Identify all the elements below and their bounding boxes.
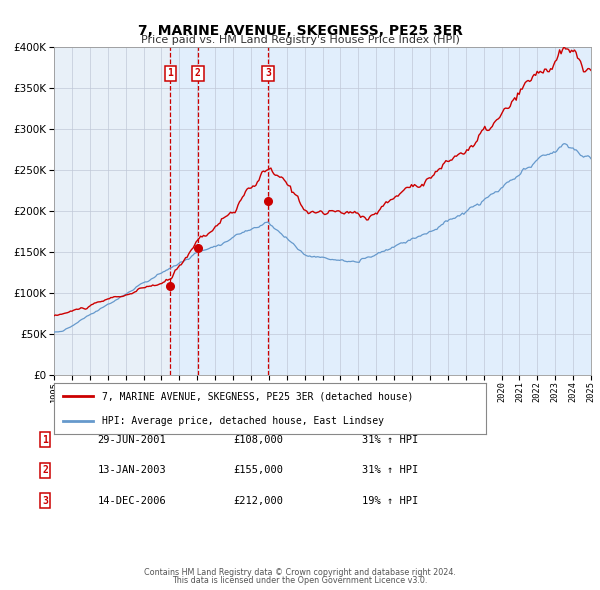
Text: Price paid vs. HM Land Registry's House Price Index (HPI): Price paid vs. HM Land Registry's House …: [140, 35, 460, 45]
Text: Contains HM Land Registry data © Crown copyright and database right 2024.: Contains HM Land Registry data © Crown c…: [144, 568, 456, 577]
Text: 13-JAN-2003: 13-JAN-2003: [98, 466, 166, 475]
Text: 31% ↑ HPI: 31% ↑ HPI: [362, 466, 418, 475]
Text: £108,000: £108,000: [233, 435, 283, 444]
Text: 2: 2: [42, 466, 48, 475]
Text: 1: 1: [167, 68, 173, 78]
Text: 19% ↑ HPI: 19% ↑ HPI: [362, 496, 418, 506]
Text: 29-JUN-2001: 29-JUN-2001: [98, 435, 166, 444]
Text: HPI: Average price, detached house, East Lindsey: HPI: Average price, detached house, East…: [101, 416, 383, 426]
Text: 7, MARINE AVENUE, SKEGNESS, PE25 3ER: 7, MARINE AVENUE, SKEGNESS, PE25 3ER: [137, 24, 463, 38]
Text: 3: 3: [265, 68, 271, 78]
Text: This data is licensed under the Open Government Licence v3.0.: This data is licensed under the Open Gov…: [172, 576, 428, 585]
Text: 2: 2: [195, 68, 201, 78]
Text: 1: 1: [42, 435, 48, 444]
Text: £155,000: £155,000: [233, 466, 283, 475]
Text: 7, MARINE AVENUE, SKEGNESS, PE25 3ER (detached house): 7, MARINE AVENUE, SKEGNESS, PE25 3ER (de…: [101, 391, 413, 401]
Bar: [170, 47, 591, 375]
Text: 14-DEC-2006: 14-DEC-2006: [98, 496, 166, 506]
Text: 31% ↑ HPI: 31% ↑ HPI: [362, 435, 418, 444]
Text: 3: 3: [42, 496, 48, 506]
Text: £212,000: £212,000: [233, 496, 283, 506]
